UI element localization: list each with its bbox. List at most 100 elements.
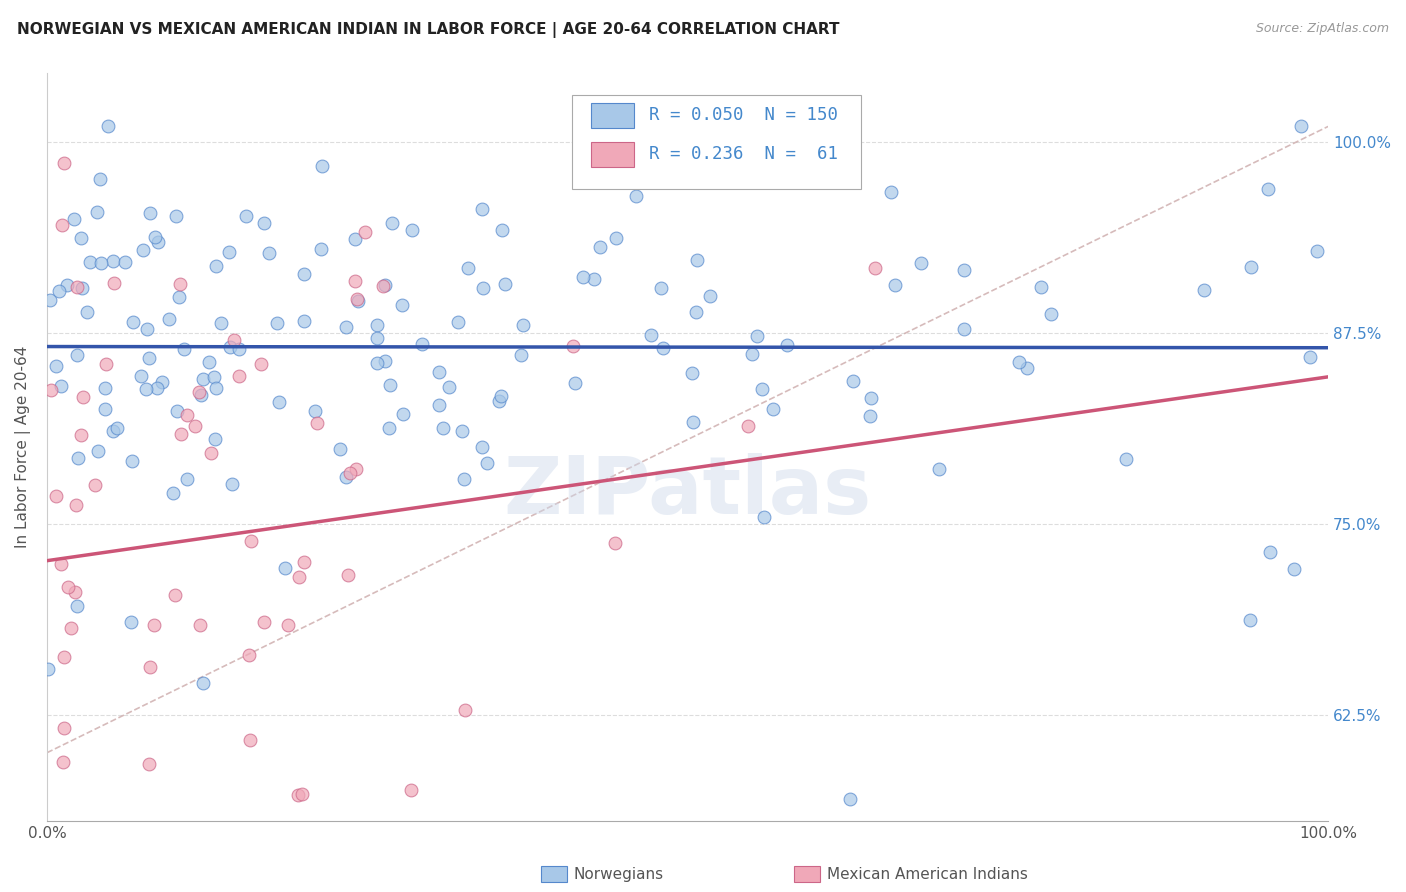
Point (204, 381, 226, 395)
Point (1306, 244, 1329, 258)
Text: R = 0.050  N = 150: R = 0.050 N = 150 (650, 106, 838, 124)
Point (880, 185, 903, 199)
Point (292, 267, 315, 281)
Point (724, 173, 747, 187)
Point (228, 368, 250, 383)
Point (87, 443, 110, 458)
Point (94, 357, 117, 371)
Point (366, 356, 388, 370)
Point (624, 189, 647, 203)
Point (163, 588, 186, 602)
Point (146, 235, 169, 249)
Point (652, 341, 675, 355)
Point (304, 404, 326, 418)
Point (1031, 280, 1053, 294)
Point (51, 218, 73, 232)
Point (188, 618, 211, 632)
Point (762, 402, 785, 417)
Point (427, 365, 450, 379)
Point (1017, 361, 1039, 376)
Point (150, 376, 173, 390)
Point (239, 533, 262, 548)
Point (366, 318, 388, 332)
Point (72, 281, 94, 295)
Point (138, 757, 160, 772)
Point (859, 409, 882, 423)
Point (176, 472, 198, 486)
Bar (592, 142, 634, 167)
Point (103, 424, 125, 438)
Point (454, 703, 477, 717)
Point (1289, 120, 1312, 134)
Point (188, 384, 211, 399)
Point (842, 374, 865, 388)
Point (640, 327, 662, 342)
Point (378, 378, 401, 392)
Point (752, 510, 775, 524)
FancyBboxPatch shape (572, 95, 860, 189)
Point (737, 418, 759, 433)
Point (267, 394, 290, 409)
Point (572, 270, 595, 285)
Point (222, 333, 245, 347)
Point (928, 462, 950, 476)
Point (63, 212, 86, 227)
Point (69, 427, 91, 442)
Point (776, 338, 799, 352)
Point (354, 225, 377, 239)
Point (1299, 350, 1322, 364)
Point (63, 584, 86, 599)
Point (343, 274, 366, 288)
Point (39, 384, 62, 398)
Point (143, 230, 166, 244)
Point (346, 292, 368, 306)
Point (685, 305, 707, 319)
Point (447, 315, 470, 329)
Point (176, 409, 198, 423)
Point (48, 284, 70, 298)
Point (266, 316, 288, 330)
Point (121, 454, 143, 468)
Point (218, 244, 240, 259)
Point (257, 246, 280, 260)
Point (471, 441, 494, 455)
Point (103, 276, 125, 290)
Point (66, 599, 89, 613)
Point (139, 206, 162, 220)
Point (427, 398, 450, 412)
Point (209, 316, 232, 330)
Point (90, 256, 112, 270)
Point (337, 875, 360, 889)
Point (120, 615, 142, 629)
Point (58, 580, 80, 594)
Point (437, 380, 460, 394)
Point (453, 473, 475, 487)
Point (309, 242, 332, 256)
Point (682, 415, 704, 429)
Point (162, 486, 184, 500)
Point (335, 470, 357, 484)
Y-axis label: In Labor Force | Age 20-64: In Labor Force | Age 20-64 (15, 346, 31, 549)
Point (253, 216, 276, 230)
Point (129, 368, 152, 383)
Point (170, 427, 193, 442)
Point (52, 755, 75, 769)
Point (204, 433, 226, 447)
Point (1282, 561, 1305, 575)
Point (336, 568, 359, 582)
Point (83, 855, 105, 869)
Point (198, 354, 221, 368)
Point (190, 388, 212, 402)
Point (562, 339, 585, 353)
Point (450, 424, 472, 438)
Point (250, 357, 273, 371)
Point (373, 278, 395, 293)
Point (699, 289, 721, 303)
Point (56, 278, 79, 293)
Point (589, 240, 612, 254)
Text: Mexican American Indians: Mexican American Indians (827, 867, 1028, 881)
Point (839, 791, 862, 805)
Point (72, 390, 94, 404)
Point (747, 329, 769, 343)
Point (159, 311, 181, 326)
